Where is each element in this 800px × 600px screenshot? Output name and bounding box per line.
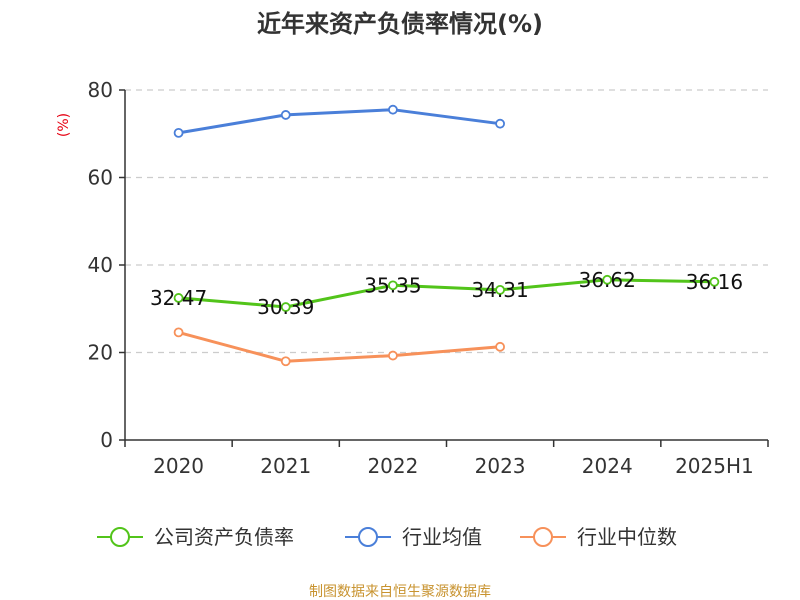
- data-point: [280, 302, 291, 312]
- data-label: 36.16: [686, 270, 743, 294]
- y-tick-label: 0: [100, 428, 113, 452]
- data-label: 32.47: [150, 286, 207, 310]
- legend-marker-circle: [110, 527, 130, 547]
- legend-label: 公司资产负债率: [154, 525, 294, 549]
- legend-label: 行业中位数: [577, 525, 677, 549]
- data-point: [388, 280, 398, 291]
- data-label: 34.31: [471, 278, 528, 302]
- data-point: [388, 350, 398, 361]
- grid-lines: [125, 89, 768, 354]
- y-tick-label: 60: [88, 166, 113, 190]
- series-line-2: [178, 330, 501, 363]
- data-point: [602, 274, 613, 285]
- x-tick-label: 2021: [260, 454, 311, 478]
- x-tick-label: 2023: [475, 454, 526, 478]
- x-tick-label: 2025H1: [675, 454, 754, 478]
- x-tick-label: 2020: [153, 454, 204, 478]
- data-point: [709, 276, 720, 287]
- data-point: [495, 118, 505, 129]
- y-tick-label: 40: [88, 253, 113, 277]
- data-point: [495, 284, 505, 295]
- data-point: [495, 341, 505, 352]
- data-label: 35.35: [364, 273, 421, 297]
- data-point: [173, 293, 184, 303]
- chart-title: 近年来资产负债率情况(%): [257, 10, 543, 38]
- data-point: [280, 356, 291, 367]
- legend: 公司资产负债率 行业均值 行业中位数: [97, 525, 677, 549]
- y-tick-label: 80: [88, 78, 113, 102]
- source-footer: 制图数据来自恒生聚源数据库: [309, 584, 491, 600]
- data-point: [280, 110, 291, 120]
- y-tick-label: 20: [88, 341, 113, 365]
- series-layer: 32.47 30.39 35.35 34.31 36.62 36.16: [150, 104, 743, 367]
- series-line-1: [178, 108, 501, 135]
- data-label: 30.39: [257, 295, 314, 319]
- legend-marker-circle: [533, 527, 553, 547]
- y-axis-unit: (%): [56, 113, 72, 137]
- data-point: [173, 127, 184, 138]
- legend-label: 行业均值: [402, 525, 482, 549]
- x-tick-label: 2024: [582, 454, 633, 478]
- series-line-0: [178, 278, 715, 309]
- data-point: [173, 327, 184, 338]
- x-tick-label: 2022: [367, 454, 418, 478]
- data-point: [388, 104, 398, 115]
- data-label: 36.62: [579, 268, 636, 292]
- legend-marker-circle: [358, 527, 378, 547]
- axes: 0 20 40 60 80 2020 2021 2022 2023 2024 2025H1: [88, 78, 769, 478]
